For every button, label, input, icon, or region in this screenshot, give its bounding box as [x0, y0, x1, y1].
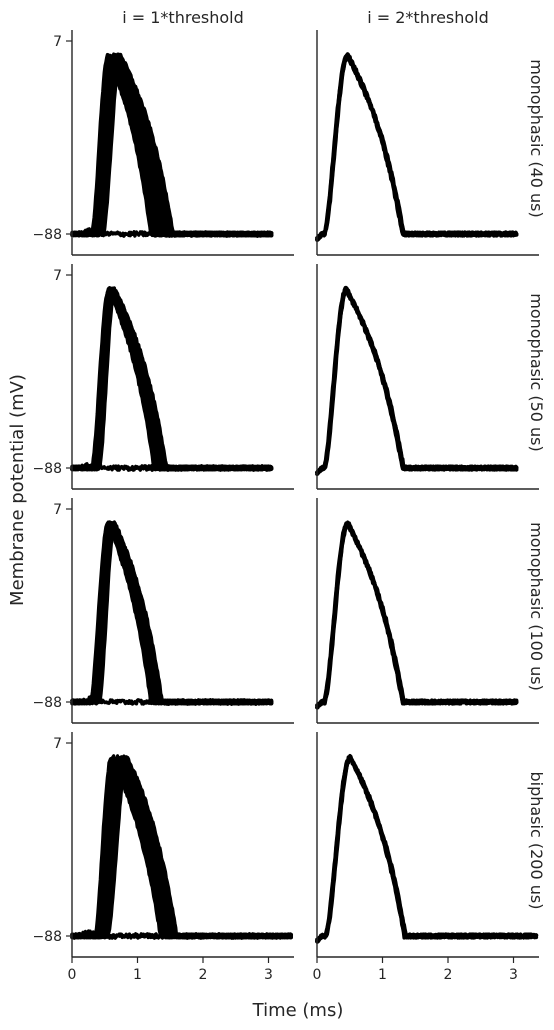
panel-2-0: 7 −88	[32, 498, 294, 724]
panel-3-0: 7 −88 0 1 2 3	[32, 732, 294, 983]
x-tick-label: 1	[133, 967, 142, 983]
y-tick-label: −88	[32, 695, 62, 711]
x-tick-label: 0	[313, 967, 322, 983]
subthreshold-trace-line	[70, 462, 274, 472]
row-label-biphasic-200us: biphasic (200 us)	[527, 772, 546, 910]
y-tick-label: 7	[53, 268, 62, 284]
trace-line	[315, 522, 519, 709]
trace-line	[315, 285, 519, 476]
trace-line	[315, 52, 519, 241]
subthreshold-trace-line	[70, 695, 274, 706]
y-tick-label: 7	[53, 502, 62, 518]
panel-3-1: 0 1 2 3	[313, 732, 539, 983]
x-axis-title: Time (ms)	[252, 1000, 344, 1021]
x-tick-label: 3	[509, 967, 518, 983]
trace-line	[315, 755, 539, 944]
row-label-monophasic-50us: monophasic (50 us)	[527, 293, 546, 451]
trace-line	[315, 754, 539, 944]
trace-line	[315, 286, 519, 475]
y-tick-label: −88	[32, 929, 62, 945]
row-label-monophasic-40us: monophasic (40 us)	[527, 59, 546, 217]
trace-line	[315, 52, 519, 242]
row-label-monophasic-100us: monophasic (100 us)	[527, 522, 546, 691]
trace-line	[315, 753, 539, 944]
trace-line	[315, 288, 519, 477]
subthreshold-trace-line	[70, 929, 293, 940]
y-tick-label: 7	[53, 736, 62, 752]
column-title-2x-threshold: i = 2*threshold	[367, 8, 489, 27]
trace-line	[315, 521, 519, 710]
trace-line	[315, 522, 519, 710]
trace-line	[315, 53, 519, 240]
x-tick-label: 2	[444, 967, 453, 983]
trace-line	[315, 287, 519, 476]
subthreshold-trace-line	[70, 227, 274, 238]
panel-2-1	[315, 498, 539, 724]
trace-line	[315, 285, 519, 475]
y-axis-title: Membrane potential (mV)	[7, 374, 28, 606]
y-tick-label: −88	[32, 461, 62, 477]
y-tick-label: 7	[53, 34, 62, 50]
y-tick-label: −88	[32, 227, 62, 243]
panel-0-0: 7 −88	[32, 30, 294, 256]
trace-line	[315, 754, 539, 944]
panel-0-1	[315, 30, 539, 256]
trace-line	[315, 754, 539, 943]
trace-line	[315, 520, 519, 708]
panel-1-1	[315, 264, 539, 490]
column-title-1x-threshold: i = 1*threshold	[122, 8, 244, 27]
trace-line	[315, 521, 519, 710]
x-tick-label: 0	[68, 967, 77, 983]
panels: 7 −88 7 −88 7 −88 7 −88 0 1 2 3 0 1 2 3	[32, 30, 539, 983]
trace-line	[315, 54, 519, 242]
x-tick-label: 3	[264, 967, 273, 983]
panel-1-0: 7 −88	[32, 264, 294, 490]
trace-line	[315, 52, 519, 242]
x-tick-label: 2	[199, 967, 208, 983]
x-tick-label: 1	[378, 967, 387, 983]
